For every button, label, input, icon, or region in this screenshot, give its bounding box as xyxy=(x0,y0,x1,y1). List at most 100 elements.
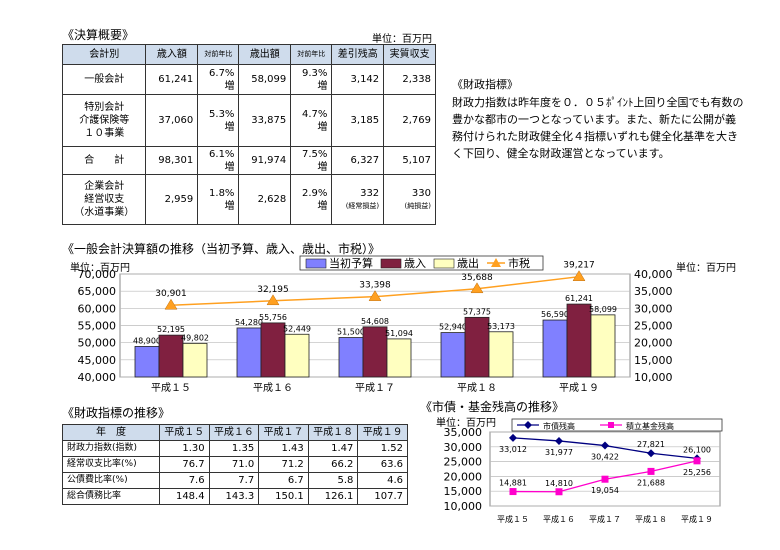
fiscal-indicator-text: 財政力指数は昨年度を０．０５ﾎﾟｲﾝﾄ上回り全国でも有数の豊かな都市の一つとなっ… xyxy=(452,96,744,160)
header-balance: 差引残高 xyxy=(331,44,385,65)
bar-label-budget: 54,280 xyxy=(235,318,263,327)
debt-point xyxy=(647,449,655,458)
debt-x-tick-label: 平成１９ xyxy=(681,514,713,524)
legend-label-debt: 市債残高 xyxy=(543,421,575,431)
debt-label: 33,012 xyxy=(499,445,527,454)
bar-expenditure xyxy=(386,338,412,378)
y2-tick-label: 20,000 xyxy=(634,337,673,350)
expenditure-cell: 2,628 xyxy=(238,174,292,225)
row-label: 特別会計 介護保険等 １０事業 xyxy=(61,94,147,147)
ind-header-h19: 平成１９ xyxy=(357,424,408,441)
tax-label: 30,901 xyxy=(155,289,187,299)
debt-y-tick-label: 15,000 xyxy=(444,485,483,498)
legend-swatch-budget xyxy=(305,258,327,269)
real-balance-cell: 2,338 xyxy=(383,64,436,95)
y2-tick-label: 35,000 xyxy=(634,285,673,298)
main-chart-unit-left: 単位：百万円 xyxy=(70,263,130,274)
tax-label: 33,398 xyxy=(359,281,391,291)
ind-cell: 143.3 xyxy=(208,488,260,505)
ind-cell: 7.6 xyxy=(159,472,210,489)
table-row: 総合債務比率 148.4 143.3 150.1 126.1 107.7 xyxy=(62,488,408,505)
bar-label-revenue: 55,756 xyxy=(259,313,287,322)
fund-point xyxy=(601,475,609,483)
ind-header-h15: 平成１５ xyxy=(159,424,210,441)
legend-swatch-revenue xyxy=(380,258,402,269)
debt-x-tick-label: 平成１８ xyxy=(635,514,667,524)
y-tick-label: 45,000 xyxy=(78,354,117,367)
main-chart-unit-right: 単位：百万円 xyxy=(676,263,736,274)
bar-expenditure xyxy=(284,333,310,378)
indicators-title: 《財政指標の推移》 xyxy=(62,406,171,420)
ind-cell: 63.6 xyxy=(357,456,408,473)
ind-cell: 1.30 xyxy=(159,440,210,457)
debt-point xyxy=(601,441,609,450)
real-balance-cell: 5,107 xyxy=(383,146,436,175)
tax-point xyxy=(368,290,382,301)
tax-point xyxy=(470,282,484,294)
debt-chart: 市債残高 積立基金残高 33,012 31,977 30,422 27,821 26,10… xyxy=(444,418,723,524)
revenue-yoy-cell: 1.8%増 xyxy=(197,174,240,225)
fund-point xyxy=(647,467,655,475)
ind-header-h16: 平成１６ xyxy=(208,424,260,441)
legend-label-tax: 市税 xyxy=(508,256,530,270)
indicators-table: 年 度 平成１５ 平成１６ 平成１７ 平成１８ 平成１９ 財政力指数(指数) 1… xyxy=(62,424,408,505)
expenditure-yoy-cell: 7.5%増 xyxy=(290,146,333,175)
x-tick-label: 平成１７ xyxy=(355,382,395,394)
bar-revenue xyxy=(566,303,592,378)
row-label: 一般会計 xyxy=(61,64,147,95)
expenditure-yoy-cell: 4.7%増 xyxy=(290,94,333,147)
ind-header-h17: 平成１７ xyxy=(258,424,309,441)
ind-cell: 126.1 xyxy=(307,488,359,505)
ind-cell: 4.6 xyxy=(357,472,408,489)
fund-label: 19,054 xyxy=(591,486,619,495)
debt-label: 26,100 xyxy=(683,445,711,454)
x-tick-label: 平成１９ xyxy=(559,382,599,394)
bar-label-revenue: 54,608 xyxy=(361,317,389,326)
ind-cell: 150.1 xyxy=(258,488,309,505)
fiscal-indicator-title: 《財政指標》 xyxy=(452,78,518,91)
ind-cell: 5.8 xyxy=(307,472,359,489)
bar-budget xyxy=(236,327,262,378)
header-account: 会計別 xyxy=(61,44,147,65)
ind-row-label: 経常収支比率(%) xyxy=(62,456,160,473)
revenue-yoy-cell: 6.7%増 xyxy=(197,64,240,95)
y2-tick-label: 30,000 xyxy=(634,302,673,315)
main-chart-legend: 当初予算 歳入 歳出 市税 xyxy=(299,255,544,271)
ind-row-label: 財政力指数(指数) xyxy=(62,440,160,457)
y2-tick-label: 15,000 xyxy=(634,354,673,367)
debt-chart-legend: 市債残高 積立基金残高 xyxy=(511,418,723,432)
real-balance-cell: 2,769 xyxy=(383,94,436,147)
table-row: 公債費比率(%) 7.6 7.7 6.7 5.8 4.6 xyxy=(62,472,408,489)
revenue-yoy-cell: 5.3%増 xyxy=(197,94,240,147)
bar-revenue xyxy=(158,334,184,378)
tax-point xyxy=(164,298,178,310)
header-real-balance: 実質収支 xyxy=(383,44,436,65)
main-chart-title: 《一般会計決算額の推移（当初予算、歳入、歳出、市税）》 xyxy=(62,242,381,256)
tax-point xyxy=(572,270,586,281)
x-tick-label: 平成１６ xyxy=(253,382,293,394)
ind-cell: 1.43 xyxy=(258,440,309,457)
debt-point xyxy=(555,436,563,445)
tax-label: 39,217 xyxy=(563,261,595,271)
bar-revenue xyxy=(464,316,490,378)
debt-x-tick-label: 平成１７ xyxy=(589,514,621,524)
y-tick-label: 40,000 xyxy=(78,371,117,384)
ind-row-label: 総合債務比率 xyxy=(62,488,160,505)
ind-cell: 7.7 xyxy=(208,472,260,489)
bar-budget xyxy=(134,346,160,378)
real-balance-note: (純損益) xyxy=(404,201,431,210)
legend-swatch-debt xyxy=(524,421,532,429)
debt-x-tick-label: 平成１６ xyxy=(543,514,575,524)
bar-expenditure xyxy=(590,314,616,378)
settlement-table: 会計別 歳入額 対前年比 歳出額 対前年比 差引残高 実質収支 一般会計 61,… xyxy=(61,44,436,225)
y-tick-label: 50,000 xyxy=(78,337,117,350)
ind-cell: 1.47 xyxy=(307,440,359,457)
y-tick-label: 55,000 xyxy=(78,320,117,333)
ind-cell: 1.52 xyxy=(357,440,408,457)
bar-expenditure xyxy=(182,342,208,378)
ind-cell: 71.0 xyxy=(208,456,260,473)
bar-label-budget: 56,590 xyxy=(541,310,569,319)
header-expenditure: 歳出額 xyxy=(238,44,292,65)
fund-label: 25,256 xyxy=(683,468,711,477)
